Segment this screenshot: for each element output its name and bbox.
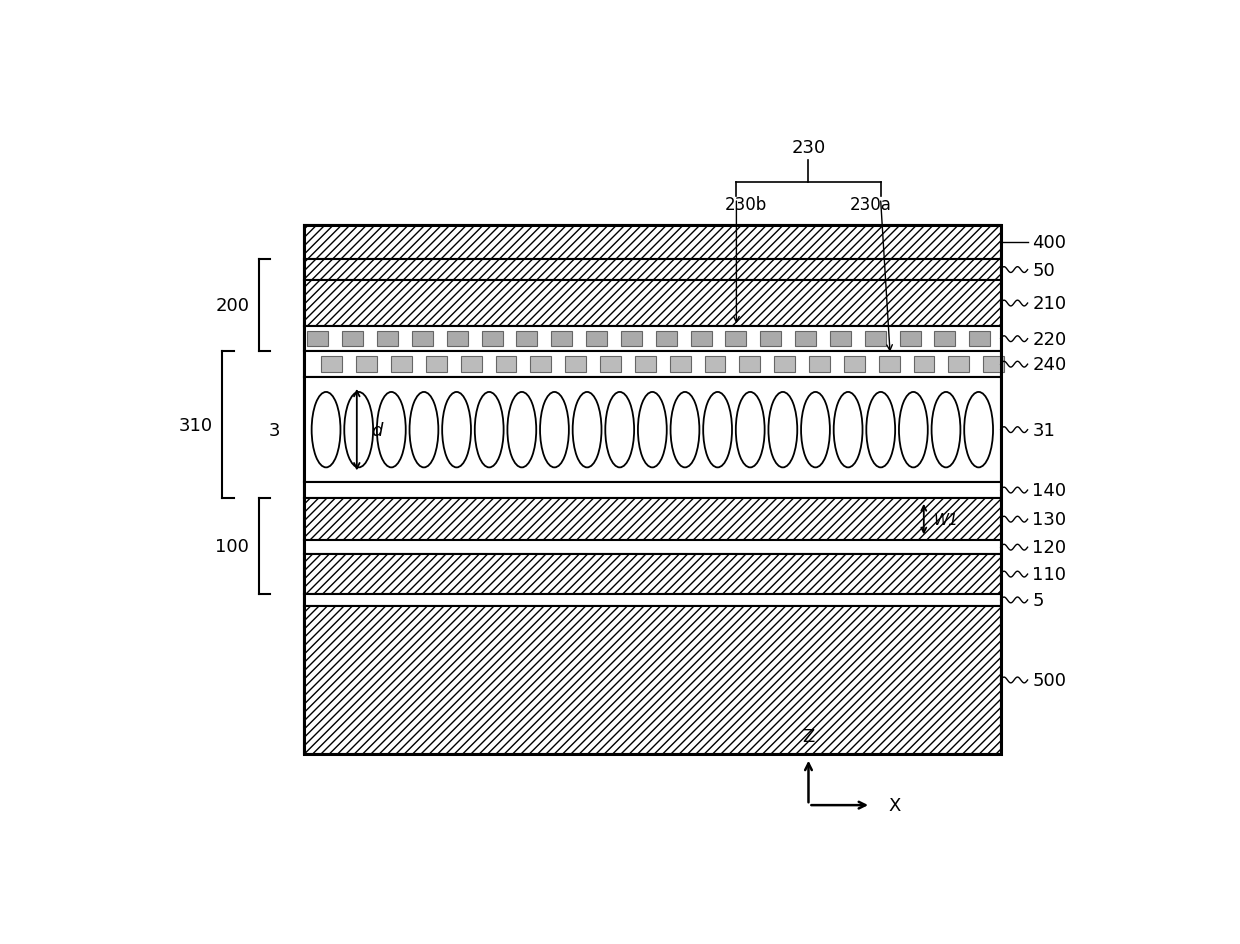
Bar — [321, 357, 342, 373]
Text: 110: 110 — [1033, 565, 1066, 583]
Bar — [496, 357, 516, 373]
Bar — [391, 357, 412, 373]
Bar — [900, 332, 920, 346]
Bar — [704, 357, 725, 373]
Bar — [864, 332, 885, 346]
Text: W1: W1 — [934, 512, 959, 527]
Ellipse shape — [443, 393, 471, 468]
Bar — [481, 332, 502, 346]
Ellipse shape — [735, 393, 765, 468]
Bar — [656, 332, 677, 346]
Bar — [587, 332, 608, 346]
Bar — [635, 357, 656, 373]
Ellipse shape — [637, 393, 667, 468]
Bar — [308, 332, 329, 346]
Bar — [304, 482, 1001, 498]
Text: d: d — [371, 421, 383, 439]
Ellipse shape — [541, 393, 569, 468]
Text: 31: 31 — [1033, 421, 1055, 439]
Bar — [565, 357, 587, 373]
Ellipse shape — [703, 393, 732, 468]
Ellipse shape — [573, 393, 601, 468]
Bar — [949, 357, 970, 373]
Bar — [621, 332, 642, 346]
Bar — [844, 357, 864, 373]
Bar — [304, 541, 1001, 554]
Bar — [342, 332, 363, 346]
Bar — [461, 357, 481, 373]
Ellipse shape — [899, 393, 928, 468]
Bar — [725, 332, 746, 346]
Ellipse shape — [965, 393, 993, 468]
Bar — [304, 606, 1001, 754]
Bar — [304, 280, 1001, 327]
Text: 120: 120 — [1033, 539, 1066, 557]
Text: 50: 50 — [1033, 261, 1055, 279]
Bar — [983, 357, 1004, 373]
Bar — [552, 332, 572, 346]
Ellipse shape — [605, 393, 634, 468]
Bar — [412, 332, 433, 346]
Bar — [670, 357, 691, 373]
Ellipse shape — [801, 393, 830, 468]
Text: 140: 140 — [1033, 481, 1066, 499]
Text: 310: 310 — [179, 416, 213, 434]
Ellipse shape — [931, 393, 961, 468]
Text: Z: Z — [802, 727, 815, 745]
Bar — [795, 332, 816, 346]
Text: 130: 130 — [1033, 511, 1066, 529]
Text: 400: 400 — [1033, 234, 1066, 252]
Bar — [516, 332, 537, 346]
Bar — [356, 357, 377, 373]
Ellipse shape — [833, 393, 863, 468]
Bar — [446, 332, 467, 346]
Text: 5: 5 — [1033, 591, 1044, 609]
Bar — [304, 261, 1001, 280]
Bar — [304, 327, 1001, 352]
Bar — [304, 352, 1001, 378]
Bar — [304, 226, 1001, 754]
Bar — [691, 332, 712, 346]
Text: 100: 100 — [216, 537, 249, 555]
Bar — [879, 357, 900, 373]
Ellipse shape — [867, 393, 895, 468]
Text: 210: 210 — [1033, 295, 1066, 312]
Bar — [760, 332, 781, 346]
Text: 230b: 230b — [725, 195, 768, 213]
Ellipse shape — [377, 393, 405, 468]
Bar — [425, 357, 446, 373]
Bar — [531, 357, 552, 373]
Ellipse shape — [345, 393, 373, 468]
Bar — [600, 357, 621, 373]
Text: 500: 500 — [1033, 671, 1066, 689]
Text: X: X — [888, 797, 900, 815]
Ellipse shape — [311, 393, 341, 468]
Text: 230a: 230a — [849, 195, 892, 213]
Bar — [304, 554, 1001, 595]
Text: 3: 3 — [268, 421, 280, 439]
Ellipse shape — [409, 393, 439, 468]
Ellipse shape — [507, 393, 536, 468]
Bar — [377, 332, 398, 346]
Ellipse shape — [769, 393, 797, 468]
Text: 200: 200 — [216, 297, 249, 315]
Bar — [808, 357, 830, 373]
Bar — [830, 332, 851, 346]
Ellipse shape — [671, 393, 699, 468]
Bar — [774, 357, 795, 373]
Bar — [914, 357, 935, 373]
Text: 220: 220 — [1033, 330, 1066, 348]
Bar — [970, 332, 991, 346]
Bar — [935, 332, 955, 346]
Bar — [739, 357, 760, 373]
Bar — [304, 595, 1001, 606]
Text: 230: 230 — [791, 139, 826, 157]
Text: 240: 240 — [1033, 356, 1066, 374]
Bar — [304, 378, 1001, 482]
Ellipse shape — [475, 393, 503, 468]
Bar — [304, 226, 1001, 261]
Bar — [304, 498, 1001, 541]
